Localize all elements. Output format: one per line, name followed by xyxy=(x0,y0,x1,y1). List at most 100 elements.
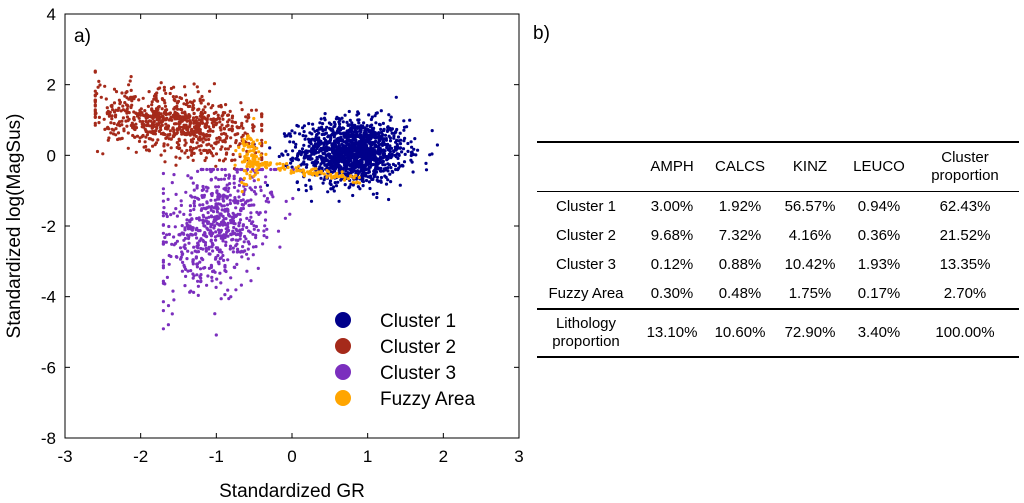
data-point xyxy=(355,157,359,161)
data-point xyxy=(184,274,188,278)
data-point xyxy=(386,169,390,173)
data-point xyxy=(183,93,188,97)
data-point xyxy=(354,139,358,143)
data-point xyxy=(322,160,326,164)
data-point xyxy=(133,135,137,139)
data-point xyxy=(188,213,192,217)
data-point xyxy=(283,216,287,220)
series-cluster-1 xyxy=(252,95,439,203)
data-point xyxy=(343,163,347,168)
data-point xyxy=(241,245,245,249)
data-point xyxy=(373,170,377,174)
data-point xyxy=(213,224,217,228)
data-point xyxy=(240,227,245,231)
table-cell: 1.75% xyxy=(788,284,832,302)
data-point xyxy=(214,152,219,156)
table-cell: 7.32% xyxy=(718,226,762,244)
table-cell: 56.57% xyxy=(784,197,836,215)
data-point xyxy=(379,150,383,154)
data-point xyxy=(348,145,352,149)
data-point xyxy=(166,133,170,137)
data-point xyxy=(114,113,118,117)
data-point xyxy=(224,240,228,244)
data-point xyxy=(172,298,176,302)
data-point xyxy=(191,130,195,134)
data-point xyxy=(211,249,215,253)
data-point xyxy=(366,136,370,140)
data-point xyxy=(327,159,331,164)
data-point xyxy=(281,162,285,167)
data-point xyxy=(191,272,195,276)
data-point xyxy=(230,215,234,219)
data-point xyxy=(166,124,170,128)
data-point xyxy=(209,264,214,269)
data-point xyxy=(195,262,200,266)
data-point xyxy=(167,262,171,266)
data-point xyxy=(186,227,190,231)
data-point xyxy=(195,186,199,190)
data-point xyxy=(105,112,109,116)
data-point xyxy=(251,220,255,224)
data-point xyxy=(394,148,398,152)
data-point xyxy=(395,142,399,147)
data-point xyxy=(199,279,203,283)
data-point xyxy=(112,87,117,91)
data-point xyxy=(395,127,399,132)
data-point xyxy=(236,132,240,136)
data-point xyxy=(159,153,163,157)
data-point xyxy=(216,113,220,117)
data-point xyxy=(242,176,246,180)
data-point xyxy=(190,228,194,232)
data-point xyxy=(206,220,210,224)
data-point xyxy=(333,143,337,147)
data-point xyxy=(372,175,376,179)
data-point xyxy=(167,224,171,229)
data-point xyxy=(335,145,339,149)
data-point xyxy=(118,102,122,106)
data-point xyxy=(225,183,229,187)
data-point xyxy=(163,126,168,131)
data-point xyxy=(220,123,224,127)
data-point xyxy=(231,229,235,233)
data-point xyxy=(220,132,224,136)
data-point xyxy=(348,118,352,122)
data-point xyxy=(386,142,390,146)
data-point xyxy=(178,210,182,214)
data-point xyxy=(252,140,256,144)
data-point xyxy=(209,198,213,202)
data-point xyxy=(174,163,178,167)
data-point xyxy=(188,122,192,126)
data-point xyxy=(239,283,243,287)
data-point xyxy=(263,180,267,185)
data-point xyxy=(202,224,206,228)
data-point xyxy=(178,146,182,150)
data-point xyxy=(381,133,385,137)
data-point xyxy=(227,186,231,190)
data-point xyxy=(221,223,225,227)
data-point xyxy=(182,263,186,267)
data-point xyxy=(322,178,326,182)
data-point xyxy=(230,158,234,162)
data-point xyxy=(243,234,247,239)
data-point xyxy=(379,179,383,183)
data-point xyxy=(241,147,245,151)
data-point xyxy=(198,128,202,132)
data-point xyxy=(175,214,179,218)
data-point xyxy=(215,121,219,125)
data-point xyxy=(278,167,282,171)
data-point xyxy=(120,119,124,123)
data-point xyxy=(226,258,230,262)
data-point xyxy=(130,99,134,103)
data-point xyxy=(347,109,351,114)
data-point xyxy=(227,128,231,132)
data-point xyxy=(309,139,313,143)
data-point xyxy=(127,111,131,115)
table-cell: 2.70% xyxy=(943,284,987,302)
data-point xyxy=(366,146,370,151)
data-point xyxy=(387,134,391,138)
data-point xyxy=(206,186,210,190)
data-point xyxy=(345,139,349,143)
data-point xyxy=(341,143,345,148)
data-point xyxy=(249,215,253,219)
data-point xyxy=(196,169,200,173)
